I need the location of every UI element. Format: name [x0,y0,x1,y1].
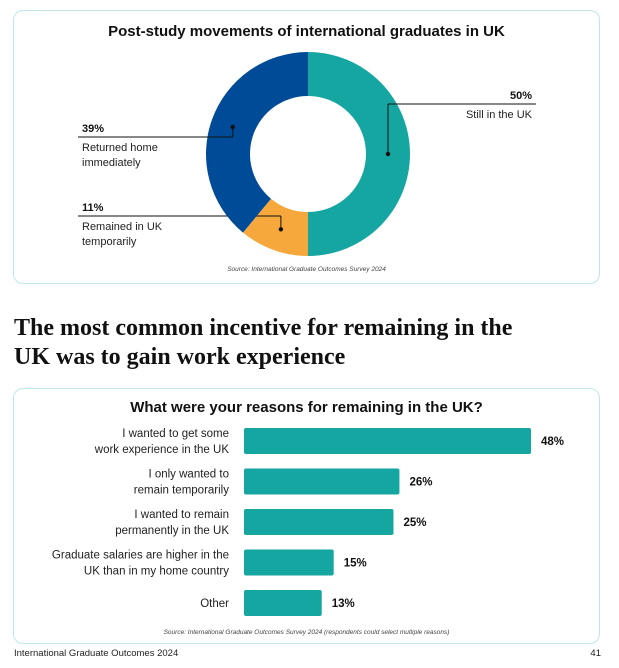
donut-leader-dot [230,124,235,130]
donut-slice-label: Still in the UK [466,109,533,121]
section-headline: The most common incentive for remaining … [14,315,513,370]
bar-value-label: 25% [403,517,426,529]
bar [244,468,400,495]
bar-value-label: 26% [409,477,432,489]
donut-chart-source: Source: International Graduate Outcomes … [227,266,386,273]
bar-category-label: I wanted to get some [122,428,229,440]
donut-slice-percentage: 11% [82,202,104,214]
bar-category-label: I only wanted to [148,469,229,481]
bar-chart-title: What were your reasons for remaining in … [130,399,483,416]
bar-category-label: Graduate salaries are higher in the [52,550,229,562]
bar-category-label: permanently in the UK [115,525,229,537]
donut-leader-dot [278,227,284,232]
bar-category-label: work experience in the UK [94,444,230,456]
bar [244,509,394,535]
footer-page-number: 41 [590,648,601,659]
bar-value-label: 15% [344,558,367,570]
bar-category-label: UK than in my home country [84,566,229,578]
donut-slice-label: Remained in UK [82,221,163,233]
bar [244,590,322,616]
donut-slice [206,52,308,233]
donut-slice-label: Returned home [82,142,158,154]
bar-value-label: 13% [332,598,355,610]
bar-chart-source: Source: International Graduate Outcomes … [163,629,450,636]
bar [244,428,531,454]
donut-slice-label: temporarily [82,236,137,248]
donut-slice [308,52,410,256]
bar-category-label: I wanted to remain [134,509,229,521]
donut-chart-title: Post-study movements of international gr… [108,23,505,40]
bar-category-label: Other [200,598,229,610]
donut-slice-percentage: 39% [82,123,104,135]
bar [244,549,334,576]
donut-leader-dot [385,151,391,157]
footer-report-name: International Graduate Outcomes 2024 [14,648,179,659]
donut-slice [242,198,308,256]
donut-slice-percentage: 50% [510,90,532,102]
donut-slice-label: immediately [82,157,141,169]
bar-value-label: 48% [541,436,564,448]
bar-category-label: remain temporarily [134,485,229,497]
